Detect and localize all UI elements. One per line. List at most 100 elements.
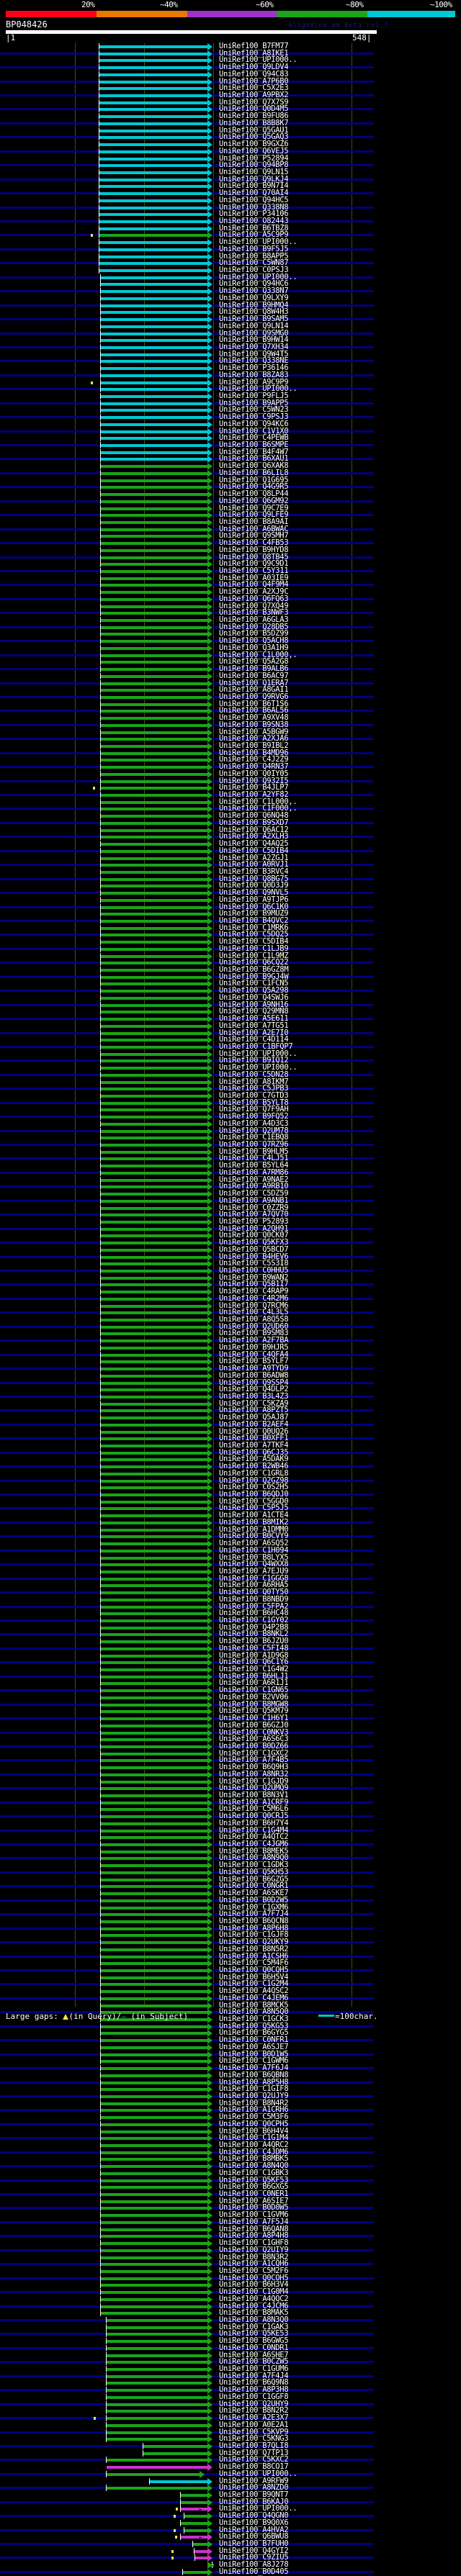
hit-bar[interactable] (101, 1165, 207, 1168)
hit-row[interactable]: UniRef100_Q0D3J9 (0, 882, 461, 890)
hit-label[interactable]: UniRef100_A5BGW9 (219, 727, 289, 736)
hit-row[interactable]: UniRef100_Q2UKY9 (0, 1938, 461, 1947)
hit-label[interactable]: UniRef100_Q6XAK8 (219, 461, 289, 471)
hit-row[interactable]: UniRef100_Q7RCM6 (0, 1301, 461, 1310)
hit-row[interactable]: UniRef100_C1FCN5 (0, 980, 461, 988)
hit-bar[interactable] (101, 766, 207, 769)
hit-label[interactable]: UniRef100_Q9LN14 (219, 321, 289, 330)
hit-label[interactable]: UniRef100_C1L000,. (219, 650, 297, 659)
hit-bar[interactable] (101, 1962, 207, 1966)
hit-row[interactable]: UniRef100_Q8TB45 (0, 553, 461, 561)
hit-label[interactable]: UniRef100_Q9LXY9 (219, 293, 289, 302)
hit-label[interactable]: UniRef100_Q0D4M5 (219, 104, 289, 114)
hit-bar[interactable] (101, 892, 207, 895)
hit-bar[interactable] (101, 1402, 207, 1406)
hit-bar[interactable] (101, 2158, 207, 2161)
hit-bar[interactable] (101, 422, 207, 426)
hit-label[interactable]: UniRef100_Q0TY50 (219, 1588, 289, 1597)
hit-label[interactable]: UniRef100_A8NR32 (219, 1769, 289, 1779)
hit-bar[interactable] (101, 2046, 207, 2049)
hit-row[interactable]: UniRef100_Q0CQH5 (0, 1966, 461, 1974)
hit-row[interactable]: UniRef100_B9F5J5 (0, 244, 461, 253)
hit-label[interactable]: UniRef100_C5DZ59 (219, 1189, 289, 1198)
hit-label[interactable]: UniRef100_A4D3C3 (219, 1118, 289, 1128)
hit-bar[interactable] (101, 2018, 207, 2022)
hit-row[interactable]: UniRef100_C4D114 (0, 1036, 461, 1044)
hit-label[interactable]: UniRef100_B0D2W5 (219, 1895, 289, 1904)
hit-bar[interactable] (101, 1214, 207, 1217)
hit-bar[interactable] (181, 2536, 207, 2539)
hit-row[interactable]: UniRef100_B6GZJ0 (0, 1721, 461, 1730)
hit-row[interactable]: UniRef100_C9PSJ3 (0, 413, 461, 422)
hit-label[interactable]: UniRef100_B3L4Z3 (219, 1391, 289, 1401)
hit-label[interactable]: UniRef100_B6H7Y4 (219, 1818, 289, 1827)
hit-label[interactable]: UniRef100_Q1ERA7 (219, 678, 289, 687)
hit-row[interactable]: UniRef100_C4J2Z9 (0, 756, 461, 764)
hit-bar[interactable] (101, 1234, 207, 1238)
hit-bar[interactable] (101, 926, 207, 930)
hit-label[interactable]: UniRef100_Q4WXX8 (219, 1560, 289, 1569)
hit-row[interactable]: UniRef100_C5M4F6 (0, 1959, 461, 1968)
hit-bar[interactable] (101, 2207, 207, 2210)
hit-row[interactable]: UniRef100_UPI000.. (0, 56, 461, 65)
hit-bar[interactable] (107, 2466, 207, 2469)
hit-bar[interactable] (101, 668, 207, 672)
hit-label[interactable]: UniRef100_Q6CJ35 (219, 1447, 289, 1457)
hit-row[interactable]: UniRef100_C4JEM6 (0, 1994, 461, 2002)
hit-bar[interactable] (101, 1353, 207, 1357)
hit-row[interactable]: UniRef100_Q29MN8 (0, 1008, 461, 1016)
hit-row[interactable]: UniRef100_Q94C83 (0, 70, 461, 78)
hit-label[interactable]: UniRef100_B3NWF3 (219, 608, 289, 618)
hit-label[interactable]: UniRef100_Q2UKY9 (219, 1938, 289, 1947)
hit-label[interactable]: UniRef100_C5DN28 (219, 1070, 289, 1079)
hit-bar[interactable] (101, 1850, 207, 1853)
hit-bar[interactable] (101, 430, 207, 433)
hit-bar[interactable] (101, 2284, 207, 2287)
hit-label[interactable]: UniRef100_B8MEK5 (219, 1846, 289, 1856)
hit-label[interactable]: UniRef100_A4QSC2 (219, 1987, 289, 1996)
hit-row[interactable]: UniRef100_C1GJF8 (0, 1931, 461, 1940)
hit-bar[interactable] (101, 759, 207, 762)
hit-row[interactable]: UniRef100_Q9SSP4 (0, 1378, 461, 1387)
hit-bar[interactable] (101, 1242, 207, 1245)
hit-label[interactable]: UniRef100_Q5BCD7 (219, 1244, 289, 1254)
hit-row[interactable]: UniRef100_B2WB46 (0, 1463, 461, 1471)
hit-row[interactable]: UniRef100_C0PSJ3 (0, 266, 461, 275)
hit-label[interactable]: UniRef100_Q0IY05 (219, 769, 289, 778)
hit-label[interactable]: UniRef100_Q29MN8 (219, 1007, 289, 1016)
hit-label[interactable]: UniRef100_A8GAI1 (219, 685, 289, 695)
hit-bar[interactable] (101, 2179, 207, 2182)
hit-row[interactable]: UniRef100_Q94HC6 (0, 280, 461, 289)
hit-label[interactable]: UniRef100_UPI000.. (219, 384, 297, 394)
hit-bar[interactable] (101, 1150, 207, 1154)
hit-label[interactable]: UniRef100_A03IE9 (219, 573, 289, 582)
hit-bar[interactable] (101, 514, 207, 518)
hit-bar[interactable] (101, 2039, 207, 2043)
hit-label[interactable]: UniRef100_C0HHU5 (219, 1266, 289, 1275)
hit-row[interactable]: UniRef100_Q5B1I7 (0, 1280, 461, 1289)
hit-row[interactable]: UniRef100_A7P6B0 (0, 77, 461, 86)
hit-label[interactable]: UniRef100_Q4F9M4 (219, 580, 289, 589)
hit-row[interactable]: UniRef100_Q0D4M5 (0, 104, 461, 114)
hit-bar[interactable] (101, 493, 207, 497)
hit-label[interactable]: UniRef100_A1D9G8 (219, 1650, 289, 1660)
hit-label[interactable]: UniRef100_B6Q9H3 (219, 1763, 289, 1772)
hit-label[interactable]: UniRef100_Q7X7S9 (219, 97, 289, 107)
hit-label[interactable]: UniRef100_A9NAE2 (219, 1175, 289, 1184)
hit-bar[interactable] (101, 2032, 207, 2035)
hit-bar[interactable] (101, 1892, 207, 1896)
hit-bar[interactable] (101, 1815, 207, 1819)
hit-bar[interactable] (101, 2269, 207, 2273)
hit-bar[interactable] (101, 710, 207, 713)
hit-bar[interactable] (101, 1773, 207, 1776)
hit-row[interactable]: UniRef100_C1GDK3 (0, 1861, 461, 1870)
hit-label[interactable]: UniRef100_B9F5J5 (219, 244, 289, 253)
hit-row[interactable]: UniRef100_C0NGR1 (0, 1882, 461, 1891)
hit-label[interactable]: UniRef100_UPI000.. (219, 1063, 297, 1072)
alignment-plot[interactable]: UniRef100_B7FM77 UniRef100_A8IKE1 UniRef10… (0, 42, 461, 2576)
hit-row[interactable]: UniRef100_B3RVC4 (0, 867, 461, 876)
hit-label[interactable]: UniRef100_B8MCK5 (219, 2000, 289, 2010)
hit-label[interactable]: UniRef100_P34106 (219, 209, 289, 219)
hit-bar[interactable] (101, 982, 207, 986)
hit-bar[interactable] (193, 2543, 207, 2546)
